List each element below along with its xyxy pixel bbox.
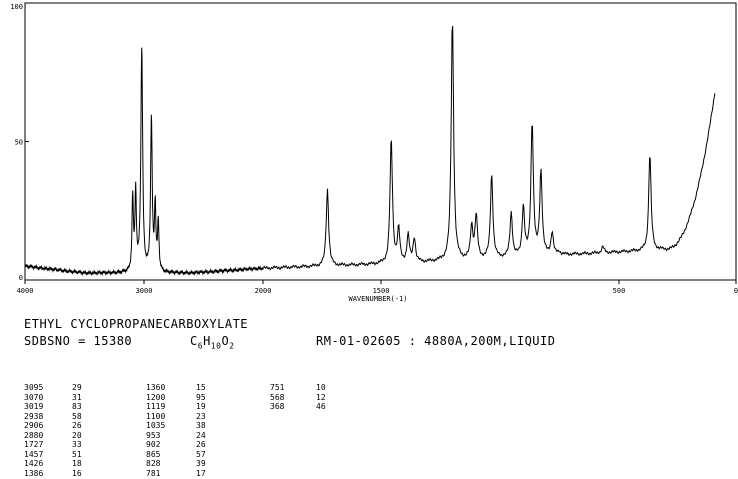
peak-intensity: 23: [196, 411, 206, 421]
formula-o: O: [221, 334, 230, 348]
y-axis: 100 50 0: [10, 2, 29, 282]
peak-wavenumber: 751: [270, 383, 285, 392]
y-tick-label: 50: [15, 139, 23, 147]
peak-wavenumber: 368: [270, 402, 285, 412]
peak-intensity: 26: [196, 440, 206, 450]
peak-wavenumber: 3070: [24, 392, 44, 402]
peak-wavenumber: 1457: [24, 449, 44, 459]
peak-intensity: 46: [316, 402, 326, 412]
peak-intensity: 39: [196, 459, 206, 469]
sdbs-number: SDBSNO = 15380: [24, 334, 133, 348]
peak-intensity: 57: [196, 449, 206, 459]
peak-wavenumber: 953: [146, 430, 161, 440]
peak-intensity: 33: [72, 440, 82, 450]
x-tick-label: 500: [613, 287, 626, 295]
peak-wavenumber: 781: [146, 468, 161, 478]
x-axis: 4000 3000 2000 1500 500 0: [17, 280, 738, 295]
peak-wavenumber: 2906: [24, 421, 44, 431]
peak-intensity: 17: [196, 468, 206, 478]
peak-wavenumber: 2938: [24, 411, 44, 421]
formula-o-sub: 2: [229, 341, 235, 351]
peak-wavenumber: 2880: [24, 430, 44, 440]
x-tick-label: 3000: [136, 287, 153, 295]
peak-wavenumber: 1360: [146, 383, 166, 392]
peak-wavenumber: 1100: [146, 411, 166, 421]
peak-intensity: 19: [196, 402, 206, 412]
y-tick-label: 0: [19, 274, 23, 282]
peak-intensity: 95: [196, 392, 206, 402]
x-axis-label: WAVENUMBER(-1): [348, 295, 407, 303]
peak-intensity: 31: [72, 392, 82, 402]
formula-c: C: [190, 334, 198, 348]
peak-intensity: 20: [72, 430, 82, 440]
peak-intensity: 16: [72, 468, 82, 478]
peak-intensity: 29: [72, 383, 82, 392]
formula-h: H: [203, 334, 211, 348]
peak-intensity: 38: [196, 421, 206, 431]
peak-wavenumber: 3019: [24, 402, 44, 412]
peak-wavenumber: 1035: [146, 421, 166, 431]
peak-intensity: 51: [72, 449, 82, 459]
peak-wavenumber: 828: [146, 459, 161, 469]
x-tick-label: 4000: [17, 287, 34, 295]
formula-c-sub: 6: [197, 341, 204, 351]
peak-wavenumber: 865: [146, 449, 161, 459]
compound-name: ETHYL CYCLOPROPANECARBOXYLATE: [24, 317, 249, 331]
peak-wavenumber: 568: [270, 392, 285, 402]
peak-intensity: 24: [196, 430, 206, 440]
peak-wavenumber: 3095: [24, 383, 44, 392]
peak-wavenumber: 902: [146, 440, 161, 450]
x-tick-label: 2000: [255, 287, 272, 295]
spectrum-line: [24, 25, 716, 277]
peak-wavenumber: 1727: [24, 440, 44, 450]
peak-wavenumber: 1119: [146, 402, 166, 412]
x-tick-label: 0: [734, 287, 738, 295]
molecular-formula: C6H10O2: [190, 334, 235, 350]
peak-intensity: 83: [72, 402, 82, 412]
peak-intensity: 26: [72, 421, 82, 431]
peak-wavenumber: 1426: [24, 459, 44, 469]
peak-intensity: 15: [196, 383, 206, 392]
peak-wavenumber: 1386: [24, 468, 44, 478]
measurement-info: RM-01-02605 : 4880A,200M,LIQUID: [316, 334, 556, 348]
peak-intensity: 12: [316, 392, 326, 402]
peak-wavenumber: 1200: [146, 392, 166, 402]
peak-intensity: 10: [316, 383, 326, 392]
peak-intensity: 58: [72, 411, 82, 421]
y-tick-label: 100: [10, 3, 23, 11]
x-tick-label: 1500: [373, 287, 390, 295]
formula-h-sub: 10: [210, 341, 222, 351]
peak-intensity: 18: [72, 459, 82, 469]
